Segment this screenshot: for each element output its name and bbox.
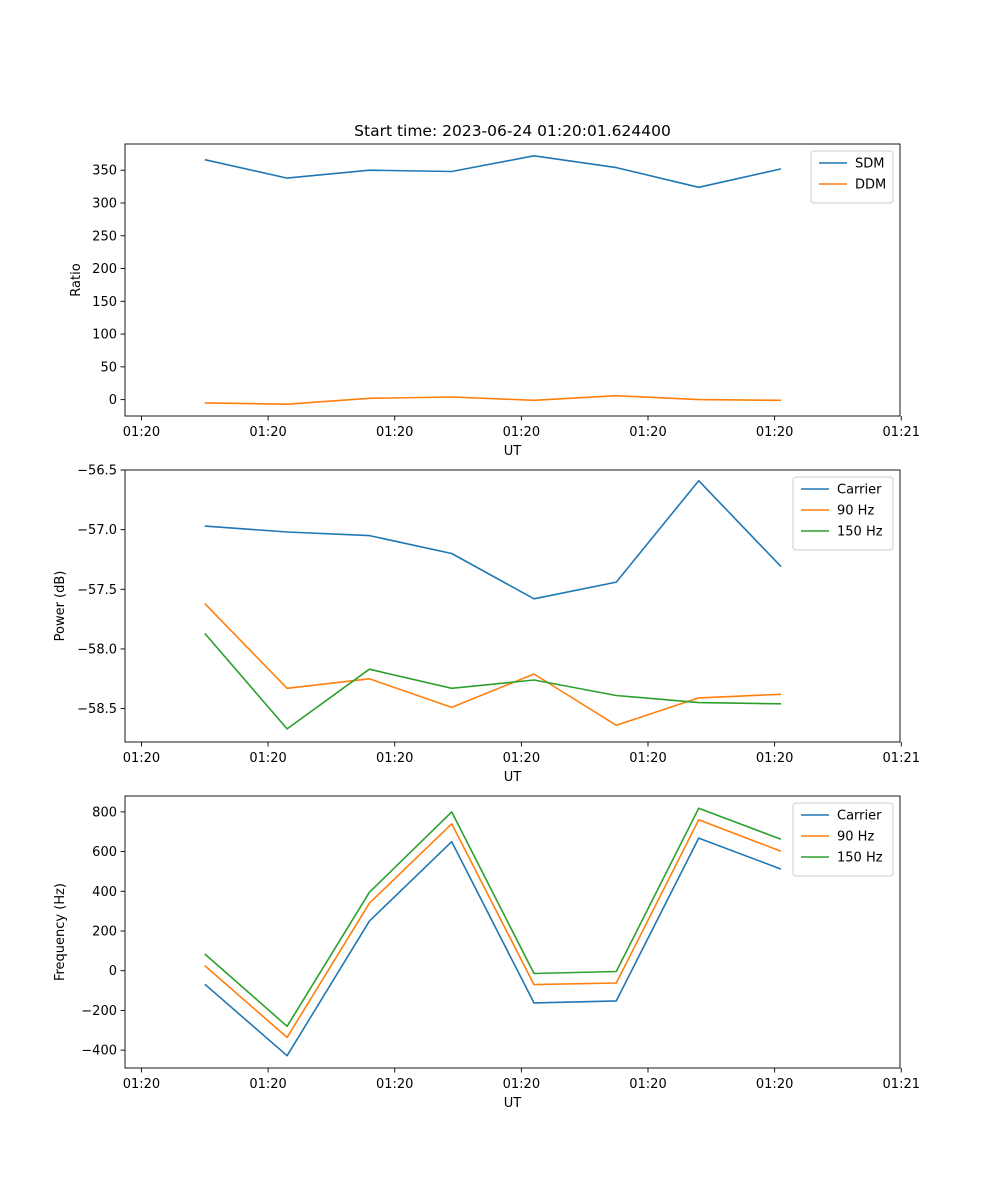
x-tick-label: 01:20 xyxy=(376,751,413,766)
legend-box xyxy=(810,150,894,204)
y-tick-label: 0 xyxy=(109,393,117,408)
y-tick-label: 800 xyxy=(92,805,117,820)
series-line-carrier xyxy=(204,479,782,600)
series-line-150-hz xyxy=(204,632,782,730)
legend-label-carrier: Carrier xyxy=(837,483,882,498)
y-tick-label: 0 xyxy=(109,964,117,979)
y-tick-label: 250 xyxy=(92,229,117,244)
x-axis-label: UT xyxy=(504,444,522,459)
x-tick-label: 01:20 xyxy=(249,751,286,766)
x-tick-label: 01:21 xyxy=(883,1077,920,1092)
y-tick-label: −400 xyxy=(81,1044,117,1059)
x-tick-label: 01:20 xyxy=(629,425,666,440)
x-tick-label: 01:20 xyxy=(503,751,540,766)
series-line-carrier xyxy=(204,837,782,1057)
series-line-sdm xyxy=(204,155,782,189)
x-tick-label: 01:20 xyxy=(376,1077,413,1092)
y-tick-label: −58.5 xyxy=(77,702,117,717)
legend-label-ddm: DDM xyxy=(855,178,886,193)
y-tick-label: −57.0 xyxy=(77,523,117,538)
x-tick-label: 01:20 xyxy=(123,425,160,440)
x-tick-label: 01:20 xyxy=(123,751,160,766)
y-tick-label: 150 xyxy=(92,295,117,310)
x-axis-label: UT xyxy=(504,770,522,785)
series-line-ddm xyxy=(204,394,782,406)
x-tick-label: 01:20 xyxy=(756,1077,793,1092)
y-tick-label: −200 xyxy=(81,1004,117,1019)
x-tick-label: 01:21 xyxy=(883,751,920,766)
y-axis-label: Ratio xyxy=(69,263,84,296)
x-axis-label: UT xyxy=(504,1096,522,1111)
legend-label-150-hz: 150 Hz xyxy=(837,525,883,540)
x-tick-label: 01:21 xyxy=(883,425,920,440)
x-tick-label: 01:20 xyxy=(123,1077,160,1092)
axes-frame xyxy=(124,143,901,417)
ratio-panel: 01:20 01:20 01:20 01:20 01:20 01:20 01:21 0 50 10… xyxy=(69,143,920,459)
x-tick-label: 01:20 xyxy=(503,1077,540,1092)
legend-label-150-hz: 150 Hz xyxy=(837,851,883,866)
axes-frame xyxy=(124,795,901,1069)
series-line-90-hz xyxy=(204,603,782,727)
legend-label-90-hz: 90 Hz xyxy=(837,830,874,845)
legend-label-90-hz: 90 Hz xyxy=(837,504,874,519)
y-tick-label: −57.5 xyxy=(77,583,117,598)
series-line-150-hz xyxy=(204,807,782,1028)
y-tick-label: 600 xyxy=(92,845,117,860)
y-axis-label: Power (dB) xyxy=(53,571,68,642)
x-tick-label: 01:20 xyxy=(629,751,666,766)
legend-label-sdm: SDM xyxy=(855,157,884,172)
x-tick-label: 01:20 xyxy=(756,425,793,440)
y-tick-label: 200 xyxy=(92,262,117,277)
y-tick-label: 100 xyxy=(92,328,117,343)
frequency-panel: 01:20 01:20 01:20 01:20 01:20 01:20 01:21 −400 −… xyxy=(53,795,920,1111)
y-tick-label: −58.0 xyxy=(77,642,117,657)
axes-frame xyxy=(124,469,901,743)
y-tick-label: 350 xyxy=(92,164,117,179)
x-tick-label: 01:20 xyxy=(249,425,286,440)
x-tick-label: 01:20 xyxy=(756,751,793,766)
figure-title: Start time: 2023-06-24 01:20:01.624400 xyxy=(354,122,671,140)
series-line-90-hz xyxy=(204,818,782,1039)
x-tick-label: 01:20 xyxy=(249,1077,286,1092)
x-tick-label: 01:20 xyxy=(503,425,540,440)
x-tick-label: 01:20 xyxy=(629,1077,666,1092)
power-panel: 01:20 01:20 01:20 01:20 01:20 01:20 01:21 −58.5… xyxy=(53,464,920,786)
x-tick-label: 01:20 xyxy=(376,425,413,440)
y-tick-label: 300 xyxy=(92,196,117,211)
legend-label-carrier: Carrier xyxy=(837,809,882,824)
y-tick-label: 400 xyxy=(92,885,117,900)
y-tick-label: 50 xyxy=(100,360,117,375)
y-tick-label: 200 xyxy=(92,925,117,940)
y-tick-label: −56.5 xyxy=(77,464,117,479)
y-axis-label: Frequency (Hz) xyxy=(53,883,68,981)
